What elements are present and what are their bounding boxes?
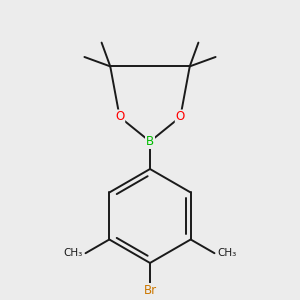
Text: CH₃: CH₃ (63, 248, 82, 258)
Text: O: O (176, 110, 185, 124)
Text: Br: Br (143, 284, 157, 297)
Text: O: O (115, 110, 124, 124)
Text: B: B (146, 135, 154, 148)
Text: CH₃: CH₃ (218, 248, 237, 258)
